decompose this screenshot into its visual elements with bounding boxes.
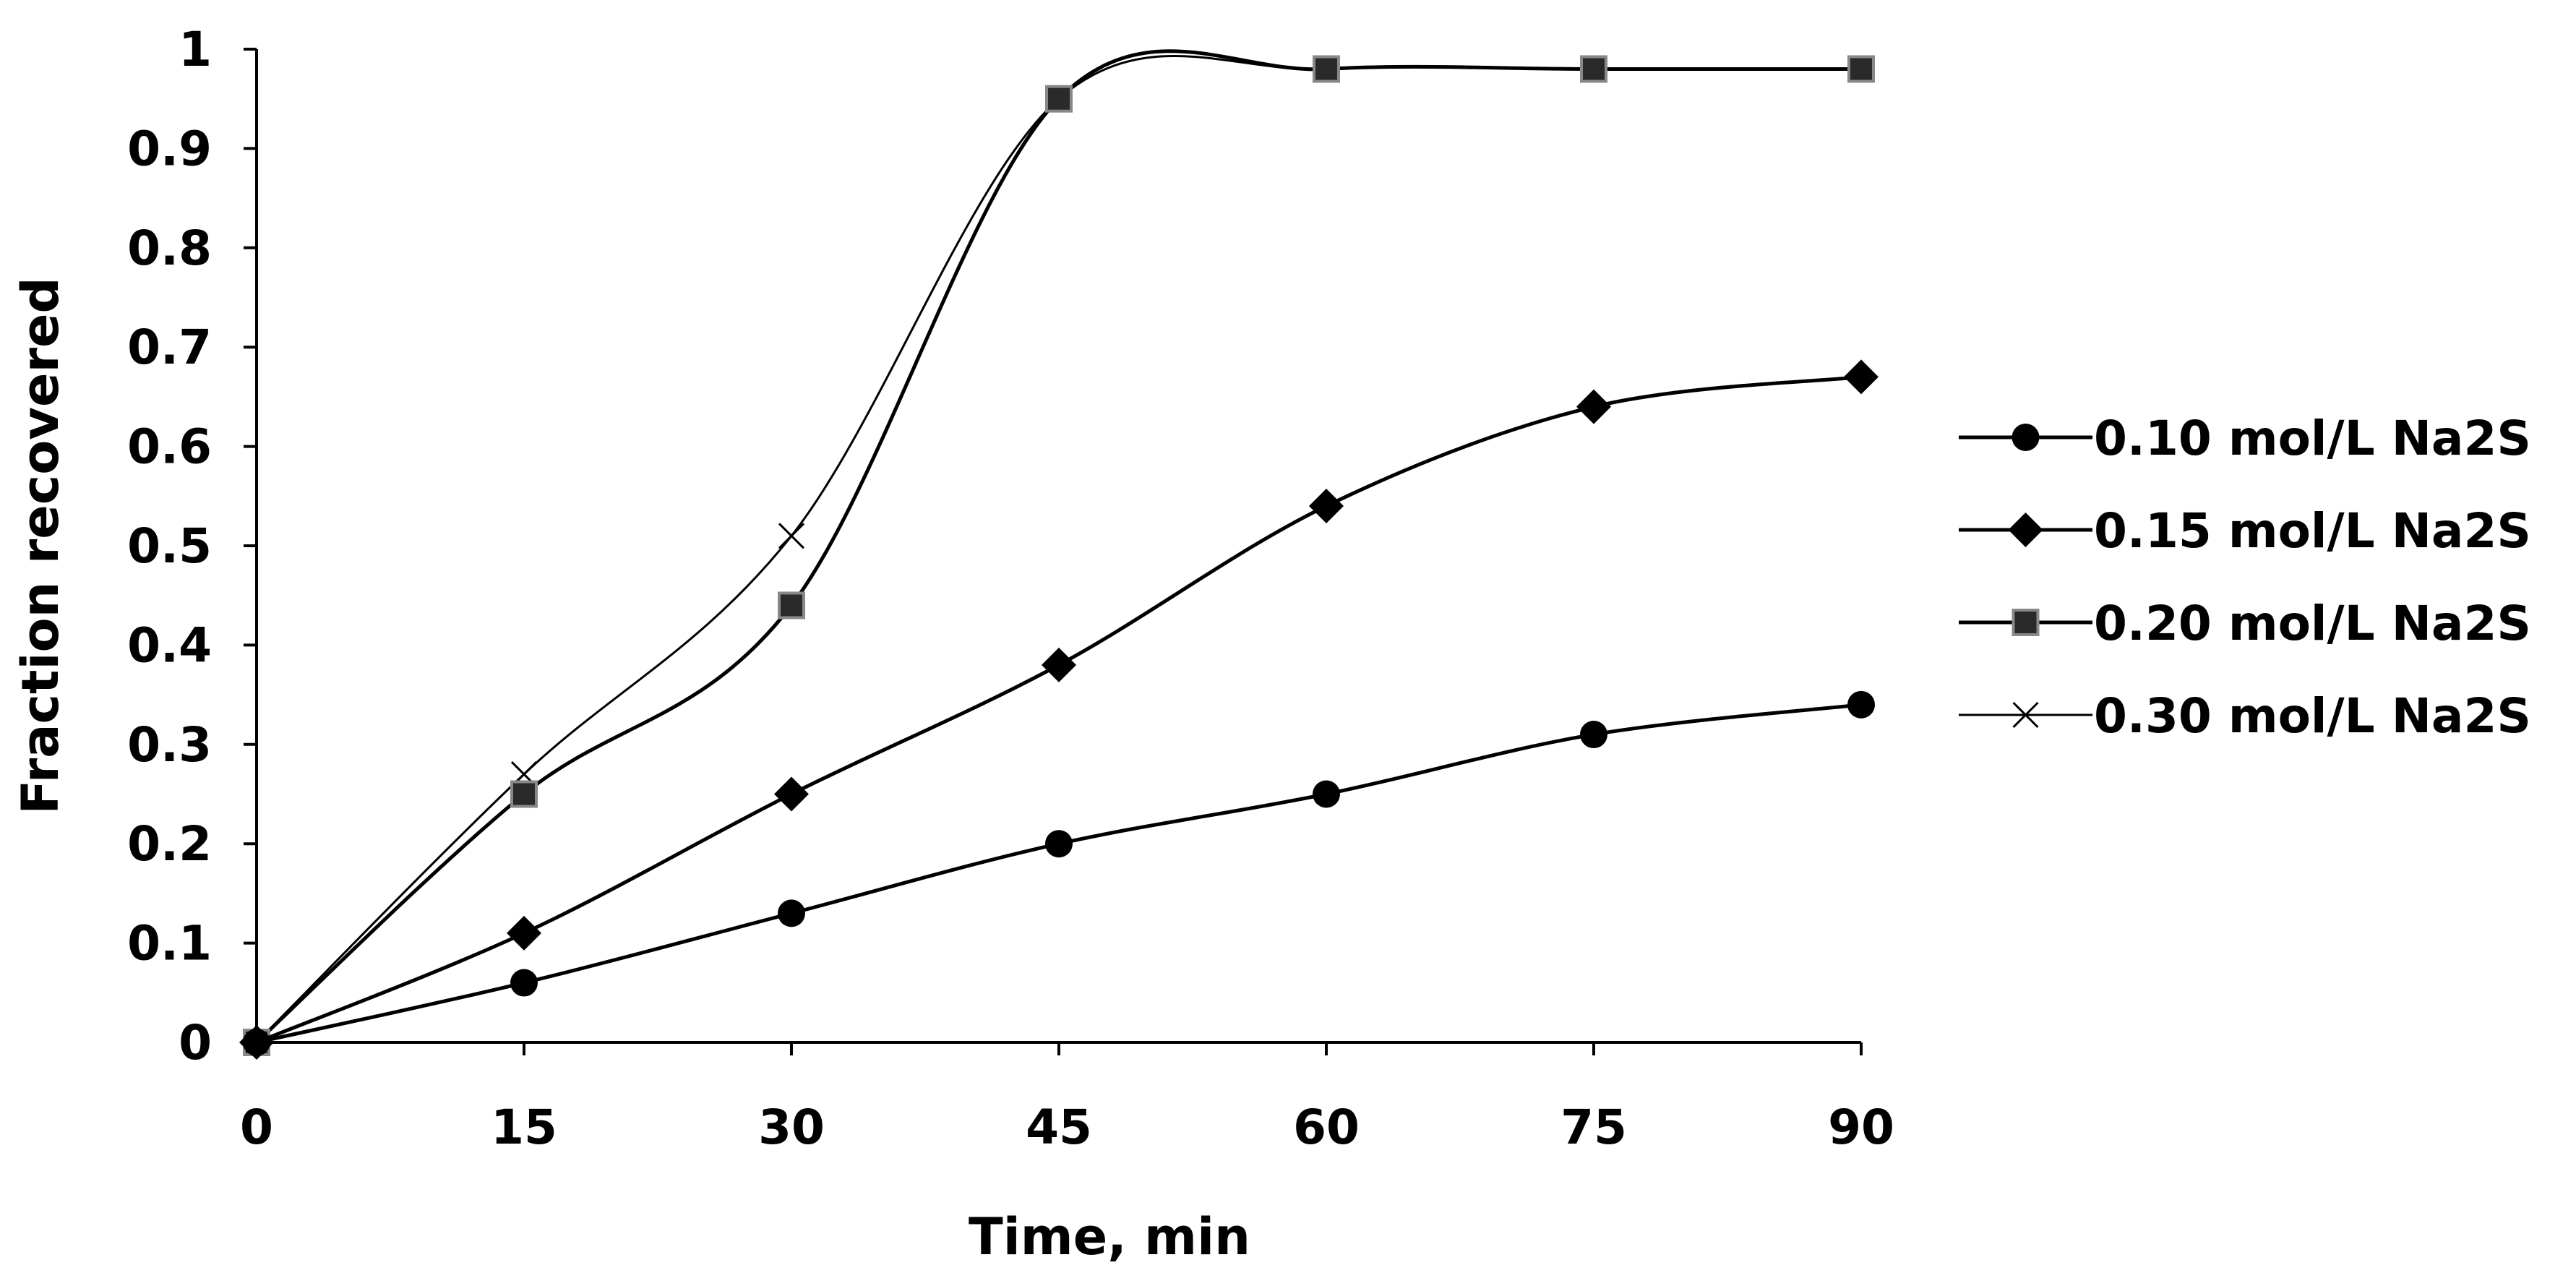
series-diamond — [239, 359, 1879, 1060]
legend-marker-circle — [2012, 424, 2040, 451]
data-point-diamond — [1309, 489, 1344, 524]
legend-item: 0.15 mol/L Na2S — [1959, 503, 2531, 559]
data-point-x — [778, 523, 805, 549]
y-tick-label: 0.2 — [127, 816, 212, 872]
y-tick-label: 0.5 — [127, 518, 212, 574]
x-tick-label: 75 — [1560, 1099, 1627, 1155]
legend-marker-x — [2012, 701, 2039, 729]
x-tick-label: 15 — [491, 1099, 557, 1155]
series-circle — [243, 690, 1875, 1056]
series-square — [243, 49, 1875, 1056]
data-point-diamond — [1042, 647, 1076, 682]
legend-label: 0.10 mol/L Na2S — [2094, 411, 2531, 466]
legend-label: 0.20 mol/L Na2S — [2094, 596, 2531, 651]
y-tick-label: 0.7 — [127, 320, 212, 375]
data-point-square — [1045, 85, 1073, 113]
data-point-square — [510, 780, 538, 808]
x-tick-label: 45 — [1026, 1099, 1092, 1155]
series-line-diamond — [256, 374, 1862, 1045]
data-point-diamond — [774, 776, 809, 812]
y-tick-label: 0.6 — [127, 419, 212, 475]
data-point-square — [1580, 55, 1607, 83]
y-tick-label: 0.3 — [127, 717, 212, 773]
series-line-x — [255, 54, 1861, 1044]
y-tick-label: 1 — [179, 22, 212, 77]
x-tick-label: 60 — [1293, 1099, 1360, 1155]
data-point-circle — [1580, 721, 1607, 749]
data-point-circle — [1847, 690, 1875, 719]
series-line-square — [255, 49, 1861, 1044]
x-axis-title: Time, min — [969, 1207, 1250, 1266]
y-tick-label: 0.8 — [127, 220, 212, 276]
series-line-circle — [256, 703, 1862, 1045]
legend-label: 0.30 mol/L Na2S — [2094, 688, 2531, 744]
data-point-square — [1313, 55, 1340, 83]
series-group — [239, 49, 1879, 1060]
data-point-diamond — [1576, 389, 1611, 424]
data-point-diamond — [507, 915, 541, 951]
data-point-circle — [510, 969, 538, 997]
x-tick-label: 90 — [1828, 1099, 1894, 1155]
legend-marker-square — [2012, 609, 2040, 636]
legend-marker-x-stroke — [2012, 701, 2039, 729]
x-tick-label: 30 — [758, 1099, 825, 1155]
data-point-circle — [1313, 780, 1340, 808]
series-x — [243, 54, 1875, 1056]
data-point-diamond — [1844, 359, 1879, 395]
data-point-circle — [243, 1029, 270, 1056]
legend-item: 0.20 mol/L Na2S — [1959, 596, 2531, 651]
data-point-circle — [1045, 830, 1073, 858]
x-tick-label: 0 — [240, 1099, 273, 1155]
data-point-square — [1847, 55, 1875, 83]
data-point-x-stroke — [778, 523, 805, 549]
data-point-square — [778, 591, 805, 620]
y-axis-title: Fraction recovered — [11, 277, 70, 814]
data-point-circle — [778, 899, 805, 927]
legend-item: 0.30 mol/L Na2S — [1959, 688, 2531, 744]
y-tick-label: 0.1 — [127, 916, 212, 972]
legend: 0.10 mol/L Na2S 0.15 mol/L Na2S 0.20 mol/L… — [1959, 411, 2531, 744]
y-tick-label: 0.9 — [127, 121, 212, 176]
legend-item: 0.10 mol/L Na2S — [1959, 411, 2531, 466]
legend-marker-diamond — [2008, 513, 2043, 547]
axes: 0 0.1 0.2 0.3 0.4 0.5 0.6 0.7 0.8 0.9 1 0 15 30 45 60 75… — [11, 22, 1894, 1266]
y-tick-label: 0 — [179, 1015, 212, 1071]
legend-label: 0.15 mol/L Na2S — [2094, 503, 2531, 559]
y-tick-label: 0.4 — [127, 617, 212, 673]
